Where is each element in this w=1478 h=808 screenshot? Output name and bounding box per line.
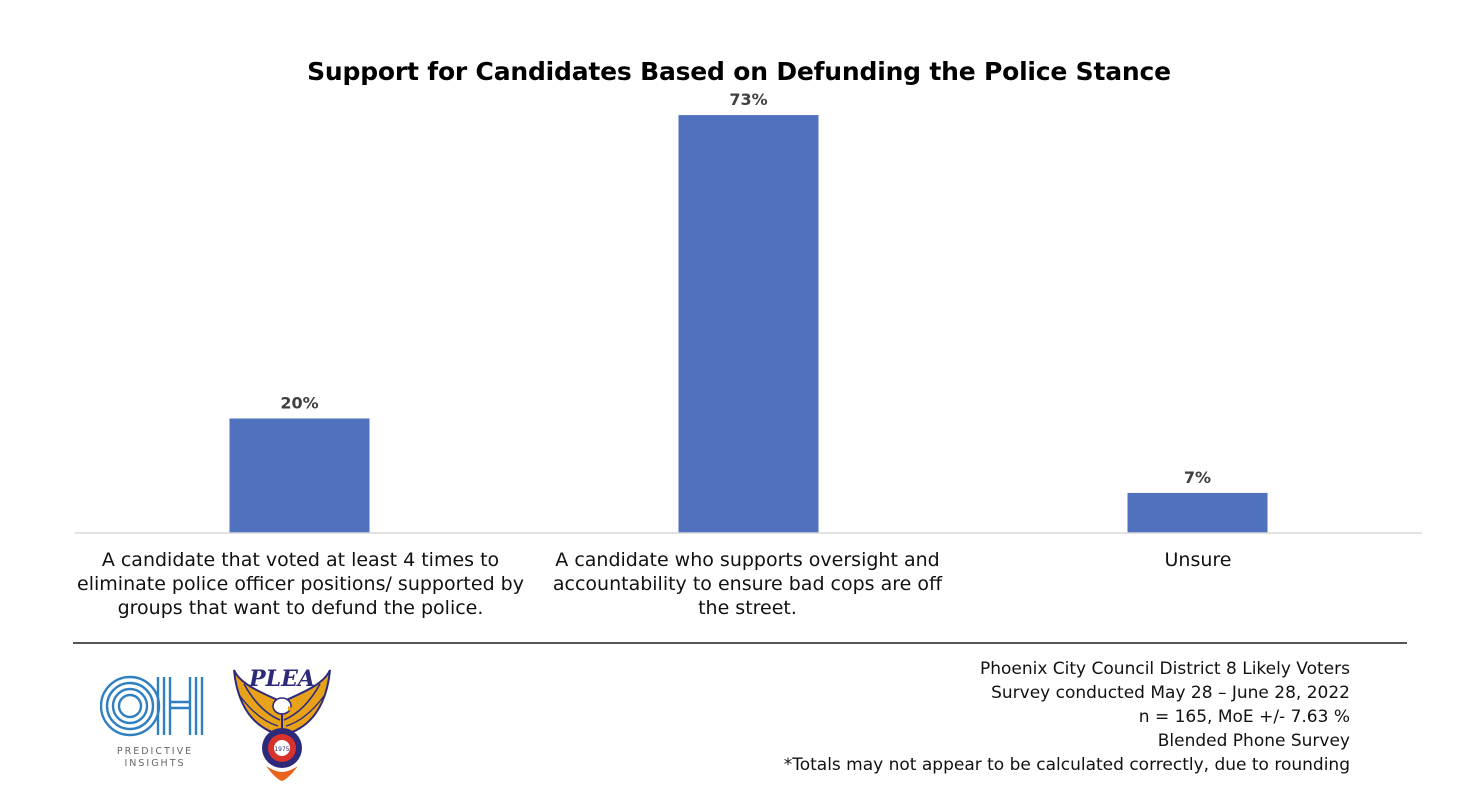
- category-label-oversight: A candidate who supports oversight and a…: [552, 549, 943, 619]
- survey-note-sample: n = 165, MoE +/- 7.63 %: [1138, 707, 1350, 727]
- category-label-unsure: Unsure: [1164, 549, 1232, 571]
- data-labels: 20% 73% 7%: [280, 90, 1211, 487]
- bar-series: [229, 115, 1268, 533]
- oh-caption-line1: PREDICTIVE: [116, 746, 194, 757]
- survey-notes: Phoenix City Council District 8 Likely V…: [784, 657, 1350, 777]
- survey-note-rounding: *Totals may not appear to be calculated …: [783, 755, 1350, 775]
- bar-defund: [229, 418, 370, 533]
- plea-eagle-logo: PLEA 1975: [233, 666, 331, 781]
- bar-oversight: [678, 115, 819, 533]
- category-label-defund: A candidate that voted at least 4 times …: [77, 549, 524, 619]
- oh-logo-caption: PREDICTIVE INSIGHTS: [100, 746, 210, 770]
- oh-predictive-insights-logo: [100, 675, 204, 737]
- plea-logo-year: 1975: [274, 746, 289, 753]
- bar-unsure: [1127, 492, 1268, 533]
- survey-note-population: Phoenix City Council District 8 Likely V…: [979, 659, 1350, 679]
- data-label-oversight: 73%: [729, 90, 767, 109]
- survey-note-dates: Survey conducted May 28 – June 28, 2022: [991, 683, 1350, 703]
- data-label-unsure: 7%: [1184, 468, 1211, 487]
- data-label-defund: 20%: [280, 394, 318, 413]
- survey-note-method: Blended Phone Survey: [1157, 731, 1350, 751]
- chart-title: Support for Candidates Based on Defundin…: [307, 57, 1171, 86]
- oh-caption-line2: INSIGHTS: [124, 758, 186, 769]
- footer-divider: [73, 642, 1407, 644]
- plea-logo-wordmark: PLEA: [248, 666, 315, 692]
- bar-chart: 20% 73% 7%: [75, 90, 1422, 534]
